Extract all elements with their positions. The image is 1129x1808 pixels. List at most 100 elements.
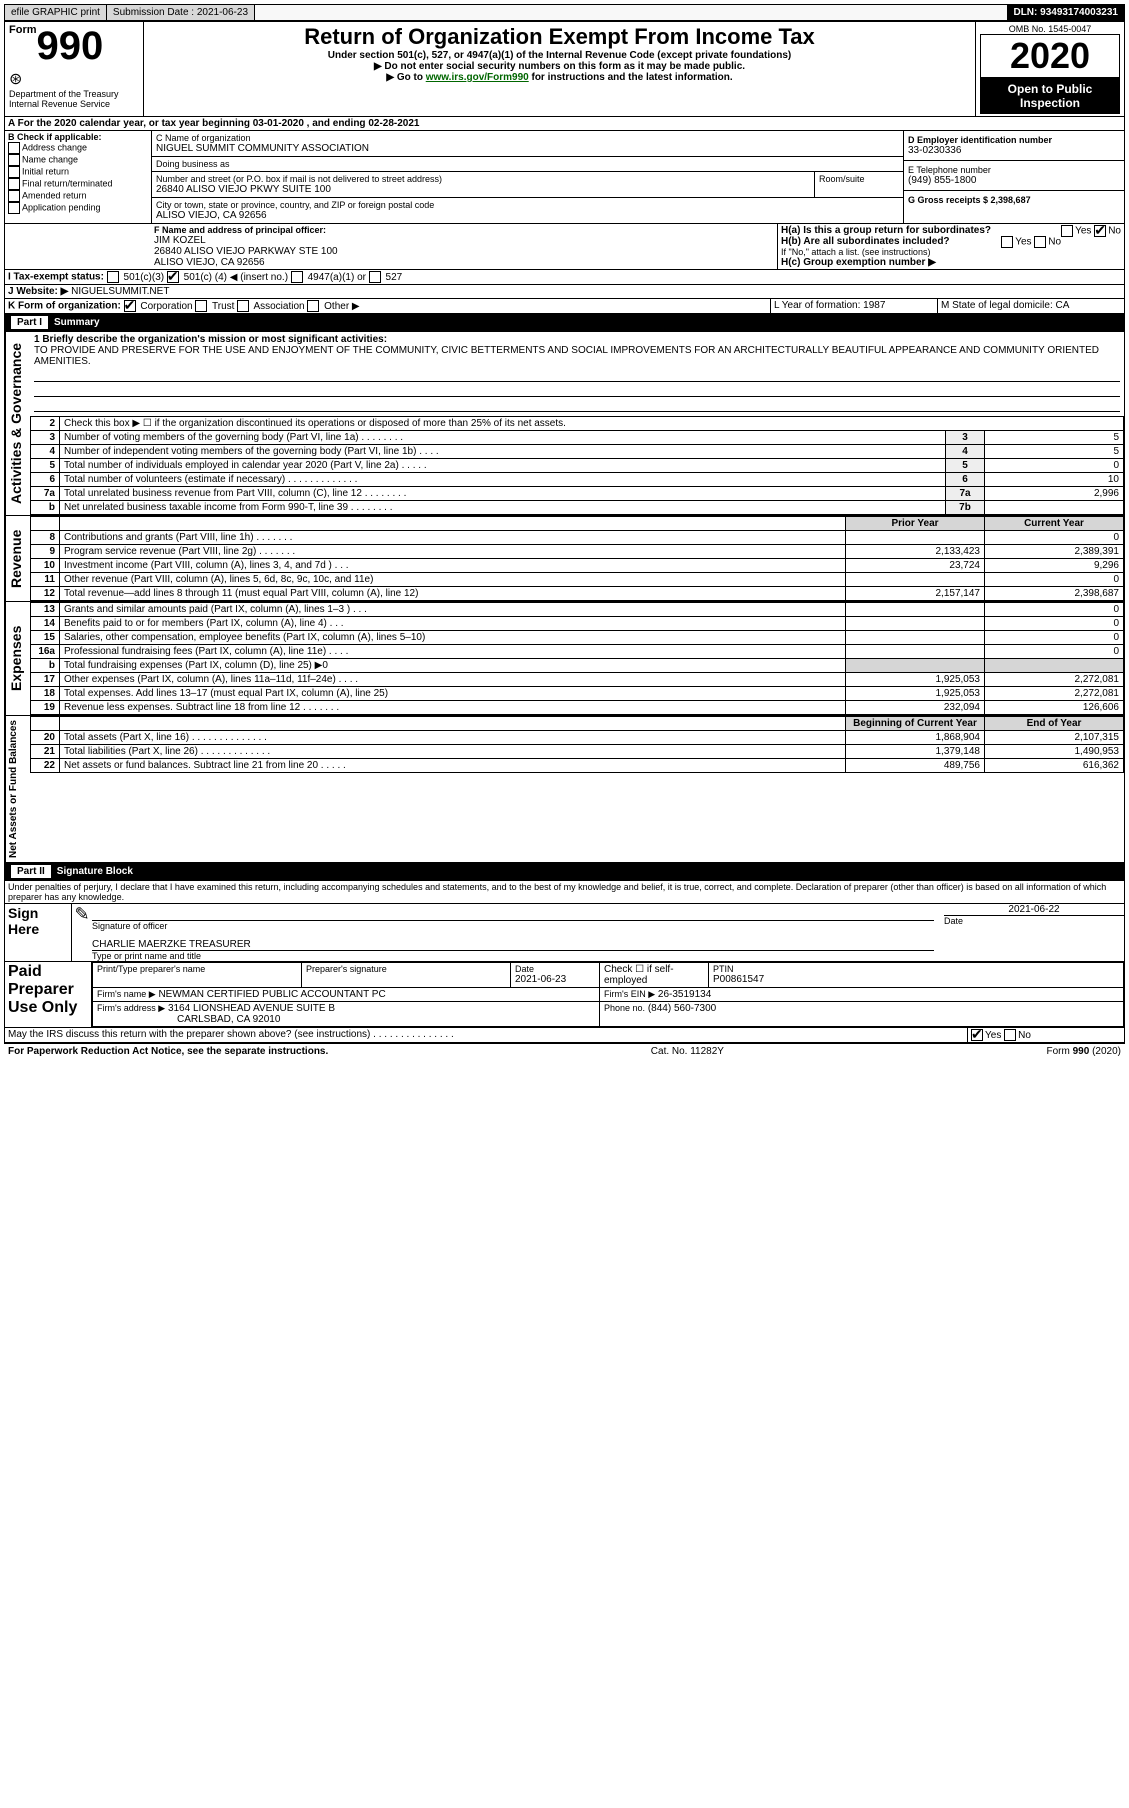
check-final-return[interactable]: Final return/terminated: [8, 178, 148, 190]
firm-phone: (844) 560-7300: [648, 1003, 716, 1014]
preparer-date: 2021-06-23: [515, 974, 595, 985]
j-label: J Website: ▶: [8, 286, 68, 297]
form-990-logo: Form990: [9, 24, 139, 69]
check-501c3[interactable]: 501(c)(3): [107, 272, 164, 283]
table-row: 10Investment income (Part VIII, column (…: [31, 559, 1124, 573]
firm-ein: 26-3519134: [658, 989, 711, 1000]
table-row: bNet unrelated business taxable income f…: [31, 501, 1124, 515]
check-address-change[interactable]: Address change: [8, 142, 148, 154]
table-row: 18Total expenses. Add lines 13–17 (must …: [31, 687, 1124, 701]
section-c: C Name of organization NIGUEL SUMMIT COM…: [152, 131, 904, 223]
table-row: 22Net assets or fund balances. Subtract …: [31, 759, 1124, 773]
f-h-row: F Name and address of principal officer:…: [4, 224, 1125, 270]
table-row: 19Revenue less expenses. Subtract line 1…: [31, 701, 1124, 715]
net-assets-section: Net Assets or Fund Balances Beginning of…: [4, 716, 1125, 863]
check-name-change[interactable]: Name change: [8, 154, 148, 166]
k-label: K Form of organization:: [8, 301, 121, 312]
org-city: ALISO VIEJO, CA 92656: [156, 210, 899, 221]
table-row: 15Salaries, other compensation, employee…: [31, 631, 1124, 645]
h-c: H(c) Group exemption number ▶: [781, 257, 1121, 268]
form-number: 990: [37, 24, 104, 68]
sig-officer-label: Signature of officer: [92, 921, 934, 931]
firm-addr1: 3164 LIONSHEAD AVENUE SUITE B: [168, 1003, 335, 1014]
hb-no[interactable]: No: [1048, 237, 1061, 248]
check-application-pending[interactable]: Application pending: [8, 202, 148, 214]
table-row: 9Program service revenue (Part VIII, lin…: [31, 545, 1124, 559]
check-other[interactable]: Other ▶: [307, 301, 359, 312]
tax-year-range: A For the 2020 calendar year, or tax yea…: [5, 117, 1124, 130]
check-trust[interactable]: Trust: [195, 301, 234, 312]
mission-label: 1 Briefly describe the organization's mi…: [34, 334, 1120, 345]
paid-preparer-row: Paid Preparer Use Only Print/Type prepar…: [4, 962, 1125, 1028]
revenue-section: Revenue Prior YearCurrent Year 8Contribu…: [4, 516, 1125, 602]
goto-pre: ▶ Go to: [386, 72, 425, 83]
check-amended-return[interactable]: Amended return: [8, 190, 148, 202]
dln: DLN: 93493174003231: [1007, 5, 1124, 20]
expenses-section: Expenses 13Grants and similar amounts pa…: [4, 602, 1125, 716]
governance-table: 2Check this box ▶ ☐ if the organization …: [30, 416, 1124, 515]
d-label: D Employer identification number: [908, 135, 1120, 145]
part2-header-row: Part II Signature Block: [4, 863, 1125, 881]
section-deg: D Employer identification number 33-0230…: [904, 131, 1124, 223]
table-row: 20Total assets (Part X, line 16) . . . .…: [31, 731, 1124, 745]
addr-label: Number and street (or P.O. box if mail i…: [156, 174, 810, 184]
org-address-street: 26840 ALISO VIEJO PKWY SUITE 100: [156, 184, 810, 195]
subtitle-2: ▶ Do not enter social security numbers o…: [148, 61, 971, 72]
table-row: 14Benefits paid to or for members (Part …: [31, 617, 1124, 631]
ha-yes[interactable]: Yes: [1075, 226, 1091, 237]
paid-preparer-table: Print/Type preparer's name Preparer's si…: [92, 962, 1124, 1027]
check-corp[interactable]: Corporation: [124, 301, 193, 312]
omb-number: OMB No. 1545-0047: [980, 24, 1120, 34]
check-initial-return[interactable]: Initial return: [8, 166, 148, 178]
submission-date: Submission Date : 2021-06-23: [107, 5, 255, 20]
tax-year: 2020: [980, 34, 1120, 78]
city-label: City or town, state or province, country…: [156, 200, 899, 210]
i-row: I Tax-exempt status: 501(c)(3) 501(c) (4…: [4, 270, 1125, 285]
side-net-assets: Net Assets or Fund Balances: [5, 716, 30, 862]
table-row: Beginning of Current YearEnd of Year: [31, 717, 1124, 731]
gross-receipts: G Gross receipts $ 2,398,687: [908, 195, 1120, 205]
f-label: F Name and address of principal officer:: [154, 225, 774, 235]
discuss-no[interactable]: No: [1004, 1030, 1031, 1041]
side-revenue: Revenue: [5, 516, 30, 601]
irs-link[interactable]: www.irs.gov/Form990: [426, 72, 529, 83]
check-501c4[interactable]: 501(c) (4) ◀ (insert no.): [167, 272, 288, 283]
firm-name-label: Firm's name ▶: [97, 989, 156, 999]
check-4947[interactable]: 4947(a)(1) or: [291, 272, 366, 283]
preparer-sig-label: Preparer's signature: [306, 964, 506, 974]
discuss-row: May the IRS discuss this return with the…: [4, 1028, 1125, 1043]
table-row: bTotal fundraising expenses (Part IX, co…: [31, 659, 1124, 673]
ein: 33-0230336: [908, 145, 1120, 156]
state-domicile: M State of legal domicile: CA: [938, 299, 1124, 313]
name-title-label: Type or print name and title: [92, 951, 934, 961]
form-label: Form: [9, 24, 37, 36]
table-row: Firm's address ▶ 3164 LIONSHEAD AVENUE S…: [93, 1002, 1124, 1027]
dba-label: Doing business as: [156, 159, 899, 169]
open-public: Open to Public Inspection: [980, 78, 1120, 114]
table-row: Firm's name ▶ NEWMAN CERTIFIED PUBLIC AC…: [93, 988, 1124, 1002]
summary-body: Activities & Governance 1 Briefly descri…: [4, 332, 1125, 516]
table-row: 16aProfessional fundraising fees (Part I…: [31, 645, 1124, 659]
hb-yes[interactable]: Yes: [1015, 237, 1031, 248]
table-row: 21Total liabilities (Part X, line 26) . …: [31, 745, 1124, 759]
table-row: 13Grants and similar amounts paid (Part …: [31, 603, 1124, 617]
subtitle-3: ▶ Go to www.irs.gov/Form990 for instruct…: [148, 72, 971, 83]
preparer-date-label: Date: [515, 964, 595, 974]
footer-left: For Paperwork Reduction Act Notice, see …: [8, 1046, 328, 1057]
efile-label[interactable]: efile GRAPHIC print: [5, 5, 107, 20]
discuss-label: May the IRS discuss this return with the…: [5, 1028, 968, 1042]
perjury-text: Under penalties of perjury, I declare th…: [4, 881, 1125, 904]
table-row: 6Total number of volunteers (estimate if…: [31, 473, 1124, 487]
table-row: 4Number of independent voting members of…: [31, 445, 1124, 459]
firm-ein-label: Firm's EIN ▶: [604, 989, 655, 999]
discuss-yes[interactable]: Yes: [971, 1030, 1001, 1041]
self-employed-check[interactable]: Check ☐ if self-employed: [600, 963, 709, 988]
table-row: 5Total number of individuals employed in…: [31, 459, 1124, 473]
check-assoc[interactable]: Association: [237, 301, 304, 312]
check-527[interactable]: 527: [369, 272, 402, 283]
side-governance: Activities & Governance: [5, 332, 30, 515]
part1-header-row: Part I Summary: [4, 314, 1125, 332]
preparer-name-label: Print/Type preparer's name: [97, 964, 297, 974]
part1-label: Part I: [11, 316, 48, 329]
ha-no[interactable]: No: [1108, 226, 1121, 237]
